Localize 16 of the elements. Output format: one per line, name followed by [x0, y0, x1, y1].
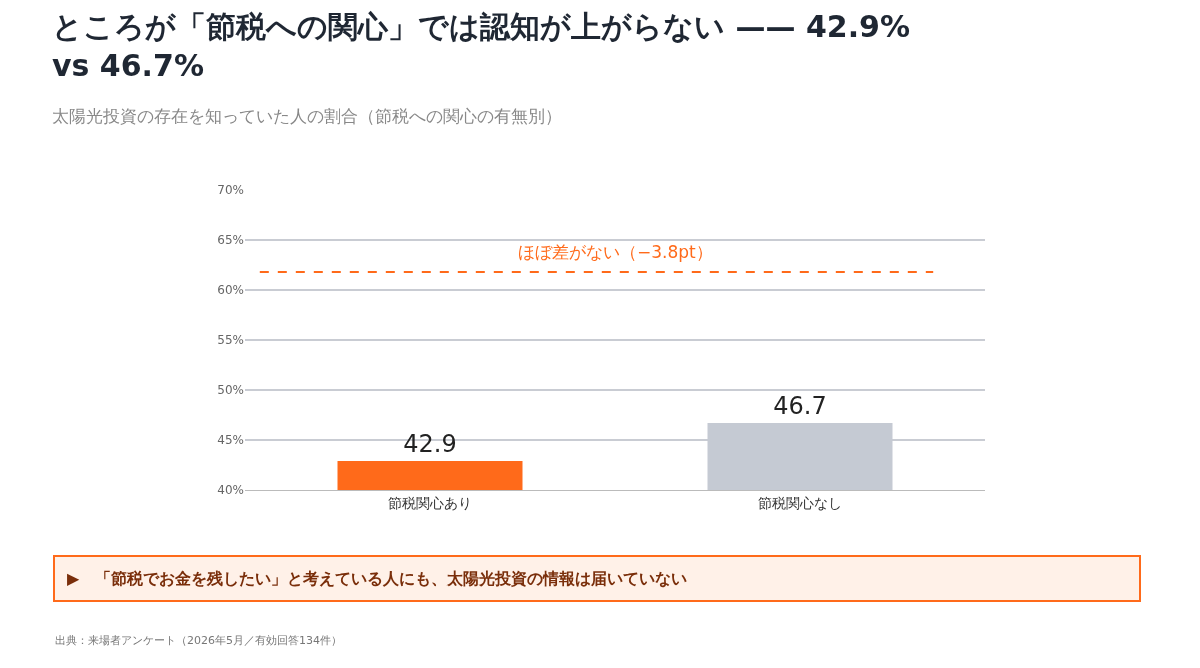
chart-title: ところが「節税への関心」では認知が上がらない —— 42.9% vs 46.7%: [52, 8, 910, 83]
source-note: 出典：来場者アンケート（2026年5月／有効回答134件）: [55, 634, 342, 647]
x-tick-label: 節税関心あり: [388, 494, 472, 511]
y-tick-label: 55%: [217, 333, 244, 348]
y-tick-label: 40%: [217, 483, 244, 498]
chart-subtitle: 太陽光投資の存在を知っていた人の割合（節税への関心の有無別）: [52, 105, 562, 126]
data-label: 46.7: [773, 392, 827, 420]
x-tick-label: 節税関心なし: [758, 494, 842, 511]
y-tick-label: 50%: [217, 383, 244, 398]
y-tick-label: 70%: [217, 183, 244, 198]
text: ▶ 「節税でお金を残したい」と考えている人にも、太陽光投資の情報は届いていない: [67, 569, 688, 588]
y-tick-label: 60%: [217, 283, 244, 298]
data-label: 42.9: [403, 430, 457, 458]
y-tick-label: 45%: [217, 433, 244, 448]
y-tick-label: 65%: [217, 233, 244, 248]
ref-line-label: ほぼ差がない（−3.8pt）: [518, 242, 713, 262]
